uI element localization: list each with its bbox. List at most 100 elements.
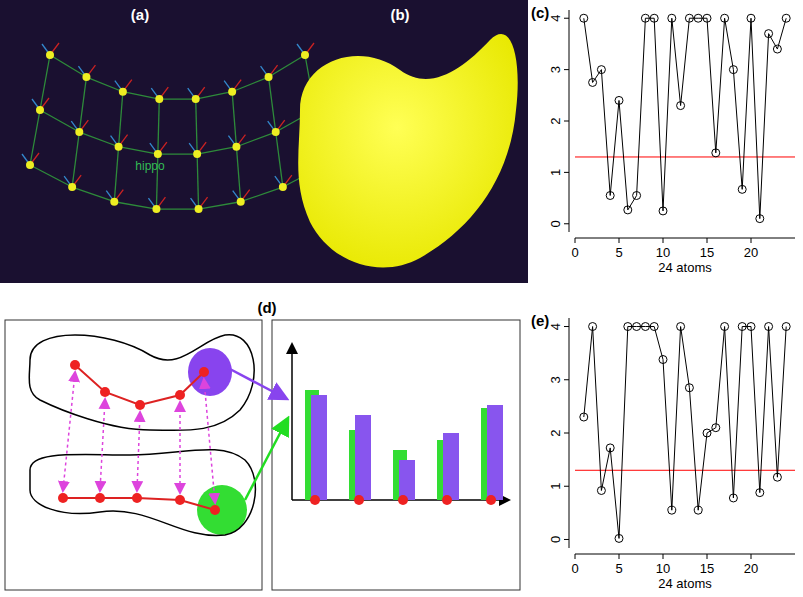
mesh-edge xyxy=(241,187,283,202)
atom xyxy=(26,161,34,169)
correspondence-arrow xyxy=(63,373,75,490)
arrow-purple xyxy=(228,368,285,398)
y-tick xyxy=(564,326,569,327)
atom xyxy=(115,143,123,151)
x-tick-label: 5 xyxy=(615,245,622,260)
panel-label: (e) xyxy=(531,312,549,329)
x-tick xyxy=(751,554,752,559)
mesh-edge xyxy=(119,147,158,154)
data-point xyxy=(782,323,790,331)
atom xyxy=(237,198,245,206)
atom xyxy=(36,106,44,114)
atom xyxy=(82,73,90,81)
shape-outline xyxy=(30,450,255,536)
data-point xyxy=(606,444,614,452)
y-tick xyxy=(564,223,569,224)
panel-label: (c) xyxy=(531,4,549,21)
data-point xyxy=(624,323,632,331)
medial-atom xyxy=(58,493,68,503)
x-tick xyxy=(663,554,664,559)
mesh-edge xyxy=(156,208,198,209)
atom xyxy=(68,183,76,191)
hippocampus-surface xyxy=(298,34,517,267)
y-tick xyxy=(564,69,569,70)
data-point xyxy=(615,96,623,104)
panel-ab-background xyxy=(0,0,528,283)
atom xyxy=(110,198,118,206)
data-point xyxy=(756,215,764,223)
plot-marks xyxy=(575,323,795,543)
atom xyxy=(192,95,200,103)
atom xyxy=(195,205,203,213)
mesh-edge xyxy=(197,154,198,209)
shape-outline xyxy=(29,335,254,431)
x-tick-label: 0 xyxy=(571,245,578,260)
atom xyxy=(265,73,273,81)
data-point xyxy=(615,534,623,542)
y-tick-label: 0 xyxy=(548,536,563,543)
x-tick xyxy=(575,238,576,243)
data-point xyxy=(650,323,658,331)
y-tick xyxy=(564,539,569,540)
y-tick xyxy=(564,433,569,434)
atom xyxy=(119,88,127,96)
mesh-edge xyxy=(236,147,240,202)
arrow-green xyxy=(245,420,287,500)
diagram-box xyxy=(272,320,520,590)
y-tick-label: 2 xyxy=(548,117,563,124)
mesh-edge xyxy=(114,202,156,209)
data-point xyxy=(721,14,729,22)
data-point xyxy=(668,14,676,22)
x-axis-title: 24 atoms xyxy=(658,260,712,275)
data-point xyxy=(747,14,755,22)
mesh-edge xyxy=(269,55,305,77)
data-point xyxy=(773,473,781,481)
schematic-dot xyxy=(354,495,364,505)
data-point xyxy=(597,66,605,74)
y-tick-label: 4 xyxy=(548,15,563,22)
data-point xyxy=(773,45,781,53)
y-tick-label: 4 xyxy=(548,323,563,330)
x-tick-label: 15 xyxy=(700,245,714,260)
data-point xyxy=(747,323,755,331)
data-point xyxy=(633,323,641,331)
data-point xyxy=(580,14,588,22)
x-tick xyxy=(707,554,708,559)
mesh-edge xyxy=(159,98,195,99)
panel-label: (b) xyxy=(390,6,409,23)
y-tick-label: 2 xyxy=(548,429,563,436)
mesh-edge xyxy=(119,92,123,147)
x-tick xyxy=(707,238,708,243)
medial-atom xyxy=(132,493,142,503)
schematic-dot xyxy=(486,495,496,505)
y-tick xyxy=(564,486,569,487)
y-tick xyxy=(564,379,569,380)
data-point xyxy=(738,185,746,193)
data-point xyxy=(641,14,649,22)
x-tick xyxy=(751,238,752,243)
correspondence-arrow xyxy=(179,403,181,492)
x-axis-title: 24 atoms xyxy=(658,576,712,591)
data-point xyxy=(765,30,773,38)
reference-line xyxy=(575,470,795,471)
mesh-edge xyxy=(197,147,236,154)
medial-atom xyxy=(135,400,145,410)
atom xyxy=(272,128,280,136)
mesh-edge xyxy=(158,99,159,154)
x-axis xyxy=(575,554,795,555)
data-point xyxy=(685,14,693,22)
schematic-bar xyxy=(311,395,327,500)
atom xyxy=(75,128,83,136)
data-point xyxy=(703,14,711,22)
medial-mesh xyxy=(22,43,334,213)
x-tick xyxy=(619,238,620,243)
y-tick xyxy=(564,121,569,122)
medial-atom xyxy=(175,495,185,505)
medial-atom xyxy=(70,360,80,370)
y-tick-label: 1 xyxy=(548,483,563,490)
data-point xyxy=(633,192,641,200)
atom xyxy=(228,88,236,96)
schematic-dot xyxy=(398,495,408,505)
mesh-edge xyxy=(30,165,72,187)
data-point xyxy=(597,487,605,495)
